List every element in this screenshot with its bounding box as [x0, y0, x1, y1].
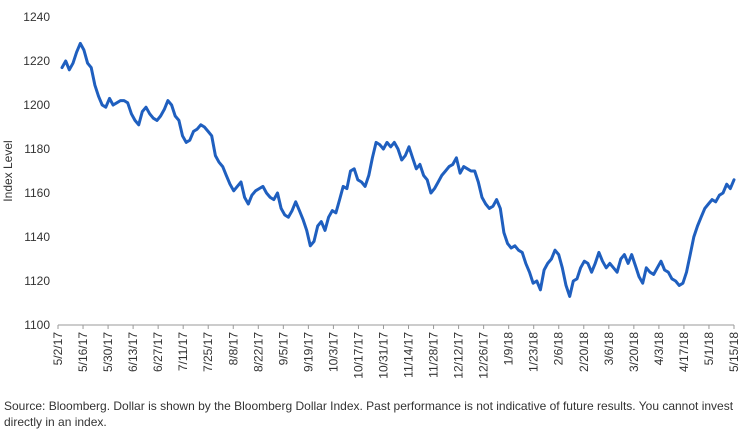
x-tick-label: 10/17/17 [351, 332, 365, 379]
x-tick-label: 8/22/17 [251, 332, 265, 372]
y-tick-label: 1180 [24, 142, 50, 156]
x-tick-label: 12/12/17 [452, 332, 466, 379]
x-tick-label: 11/28/17 [427, 332, 441, 378]
x-tick-label: 2/6/18 [552, 332, 566, 366]
x-tick-label: 12/26/17 [477, 332, 491, 379]
x-axis-ticks: 5/2/17 5/16/17 5/30/17 6/13/17 6/27/17 7/11/1… [51, 325, 741, 379]
x-tick-label: 5/1/18 [702, 332, 716, 366]
y-tick-label: 1240 [23, 10, 50, 24]
source-footnote: Source: Bloomberg. Dollar is shown by th… [4, 399, 734, 429]
y-tick-label: 1220 [23, 54, 50, 68]
x-tick-label: 10/31/17 [376, 332, 390, 379]
x-tick-label: 1/23/18 [527, 332, 541, 372]
x-tick-label: 3/6/18 [602, 332, 616, 366]
x-tick-label: 9/19/17 [301, 332, 315, 372]
y-tick-label: 1140 [24, 230, 50, 244]
x-tick-label: 6/13/17 [126, 332, 140, 372]
x-tick-label: 5/2/17 [51, 332, 65, 366]
x-tick-label: 5/15/18 [727, 332, 741, 372]
y-tick-label: 1200 [23, 98, 50, 112]
y-tick-label: 1160 [24, 186, 50, 200]
y-axis-label: Index Level [1, 140, 15, 201]
y-tick-label: 1120 [24, 274, 50, 288]
x-tick-label: 9/5/17 [276, 332, 290, 366]
series-line [60, 41, 736, 298]
x-tick-label: 11/14/17 [402, 332, 416, 378]
x-tick-label: 1/9/18 [502, 332, 516, 366]
x-tick-label: 7/11/17 [176, 332, 190, 371]
x-tick-label: 5/16/17 [76, 332, 90, 372]
line-chart: Index Level 1100 1120 1140 1160 1180 1200 1220… [1, 10, 741, 379]
x-tick-label: 6/27/17 [151, 332, 165, 372]
x-tick-label: 10/3/17 [326, 332, 340, 372]
y-tick-label: 1100 [24, 318, 50, 332]
x-tick-label: 4/17/18 [677, 332, 691, 372]
x-tick-label: 5/30/17 [101, 332, 115, 372]
x-tick-label: 2/20/18 [577, 332, 591, 372]
x-tick-label: 4/3/18 [652, 332, 666, 366]
y-axis-ticks: 1100 1120 1140 1160 1180 1200 1220 1240 [23, 10, 50, 332]
x-tick-label: 8/8/17 [226, 332, 240, 366]
x-tick-label: 7/25/17 [201, 332, 215, 372]
x-tick-label: 3/20/18 [627, 332, 641, 372]
